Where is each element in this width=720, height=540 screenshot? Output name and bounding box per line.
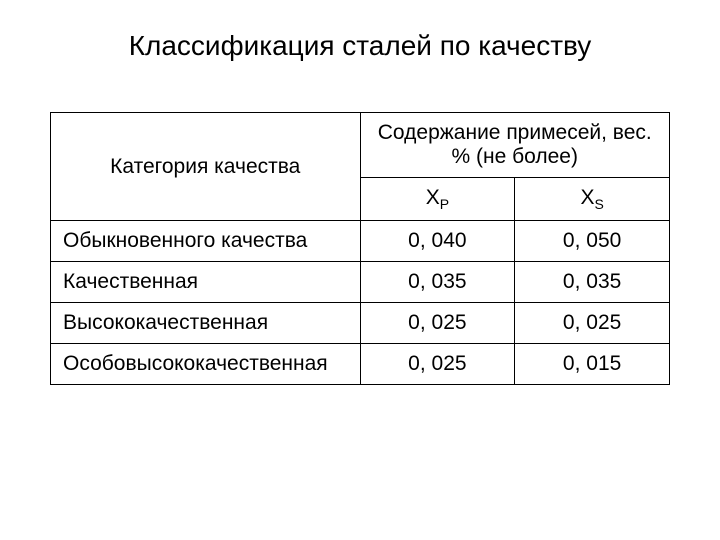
table-row: Высококачественная 0, 025 0, 025 bbox=[51, 303, 670, 344]
xs-subscript: S bbox=[594, 196, 603, 212]
category-cell: Качественная bbox=[51, 262, 361, 303]
xp-value: 0, 025 bbox=[360, 303, 515, 344]
steel-quality-table: Категория качества Содержание примесей, … bbox=[50, 112, 670, 385]
table-row: Особовысококачественная 0, 025 0, 015 bbox=[51, 344, 670, 385]
xs-value: 0, 035 bbox=[515, 262, 670, 303]
table-header-row-1: Категория качества Содержание примесей, … bbox=[51, 113, 670, 178]
table-row: Обыкновенного качества 0, 040 0, 050 bbox=[51, 221, 670, 262]
category-cell: Высококачественная bbox=[51, 303, 361, 344]
header-xp: XP bbox=[360, 178, 515, 221]
header-xs: XS bbox=[515, 178, 670, 221]
page-title: Классификация сталей по качеству bbox=[50, 30, 670, 62]
category-cell: Особовысококачественная bbox=[51, 344, 361, 385]
header-category: Категория качества bbox=[51, 113, 361, 221]
xs-value: 0, 015 bbox=[515, 344, 670, 385]
xp-subscript: P bbox=[440, 196, 449, 212]
table-body: Обыкновенного качества 0, 040 0, 050 Кач… bbox=[51, 221, 670, 385]
xp-value: 0, 040 bbox=[360, 221, 515, 262]
xs-value: 0, 025 bbox=[515, 303, 670, 344]
header-content: Содержание примесей, вес. % (не более) bbox=[360, 113, 670, 178]
xs-base: X bbox=[580, 186, 594, 209]
xp-value: 0, 035 bbox=[360, 262, 515, 303]
category-cell: Обыкновенного качества bbox=[51, 221, 361, 262]
xp-base: X bbox=[426, 186, 440, 209]
xs-value: 0, 050 bbox=[515, 221, 670, 262]
table-row: Качественная 0, 035 0, 035 bbox=[51, 262, 670, 303]
xp-value: 0, 025 bbox=[360, 344, 515, 385]
